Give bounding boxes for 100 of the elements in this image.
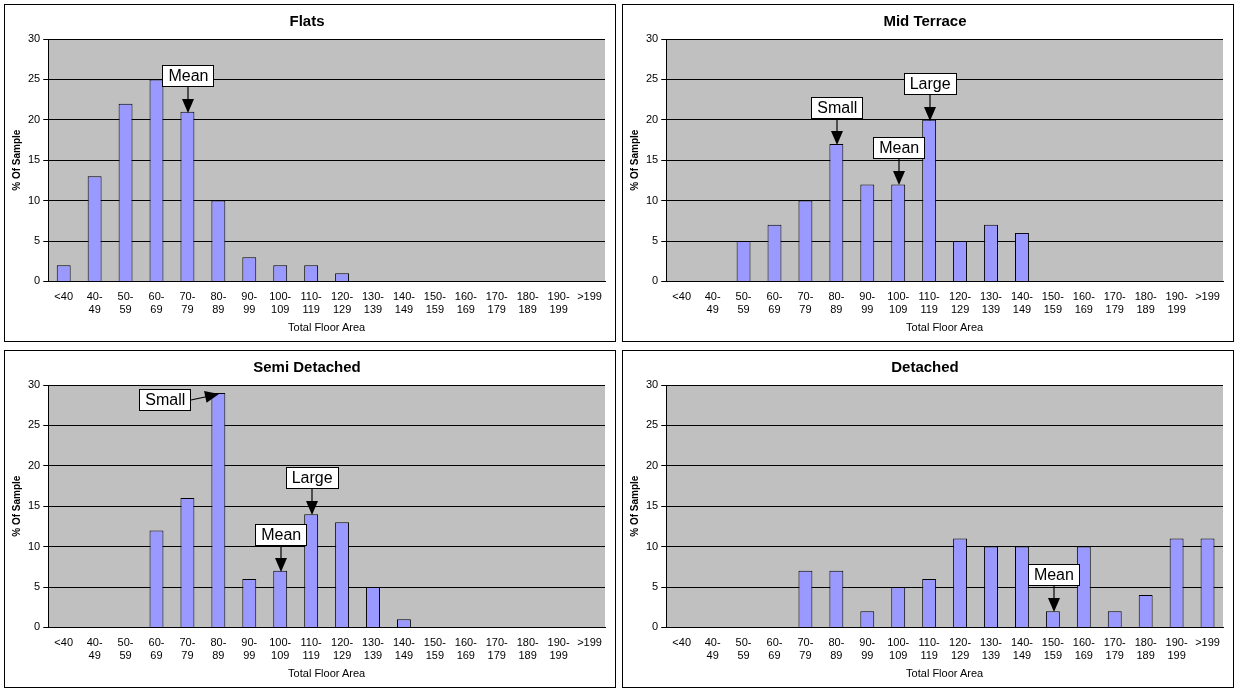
x-tick-label: 140-149 (1010, 636, 1034, 662)
y-tick-label: 25 (27, 72, 41, 85)
x-tick-label: 160-169 (454, 636, 478, 662)
y-tick-label: 30 (645, 32, 659, 45)
x-tick-label: 90-99 (241, 636, 258, 662)
x-tick-label: 110-119 (300, 290, 323, 316)
x-tick-label: <40 (672, 636, 692, 649)
y-tick-label: 30 (27, 32, 41, 45)
y-tick-label: 20 (27, 458, 41, 471)
x-tick-label: <40 (54, 290, 74, 303)
x-axis-title: Total Floor Area (906, 667, 985, 680)
x-tick-label: 160-169 (454, 290, 478, 316)
y-tick-label: 0 (652, 274, 659, 287)
y-tick-label: 25 (645, 72, 659, 85)
annotation: Small (811, 97, 864, 120)
y-axis-title: % Of Sample (10, 475, 22, 537)
x-tick-label: <40 (672, 290, 692, 303)
annotation: Mean (162, 64, 215, 87)
y-tick-label: 20 (645, 458, 659, 471)
x-axis-title: Total Floor Area (288, 321, 367, 334)
x-tick-label: 100-109 (887, 290, 910, 316)
x-tick-label: >199 (577, 636, 602, 649)
x-tick-label: 40-49 (86, 636, 103, 662)
y-tick-label: 30 (645, 378, 659, 391)
y-tick-label: 30 (27, 378, 41, 391)
x-tick-label: 120-129 (949, 290, 972, 316)
x-tick-label: 180-189 (1134, 290, 1158, 316)
x-tick-label: 90-99 (859, 290, 876, 316)
y-tick-label: 20 (645, 112, 659, 125)
y-tick-label: 15 (645, 499, 659, 512)
x-tick-label: 100-109 (269, 636, 292, 662)
x-tick-label: 50-59 (117, 290, 134, 316)
y-tick-label: 5 (652, 580, 659, 593)
y-tick-label: 5 (652, 234, 659, 247)
annotation: Mean (255, 523, 308, 546)
x-tick-label: 110-119 (918, 636, 941, 662)
chart-title: Detached (891, 358, 959, 376)
y-tick-label: 15 (27, 153, 41, 166)
x-tick-label: 170-179 (1103, 636, 1127, 662)
x-tick-label: 130-139 (362, 636, 385, 662)
y-tick-label: 15 (645, 153, 659, 166)
x-tick-label: 160-169 (1072, 290, 1096, 316)
y-axis-title: % Of Sample (628, 475, 640, 537)
x-tick-label: 150-159 (1041, 636, 1065, 662)
x-tick-label: 40-49 (704, 636, 721, 662)
y-tick-label: 10 (27, 193, 41, 206)
annotation: Large (903, 72, 957, 95)
x-tick-label: 190-199 (547, 290, 570, 316)
y-tick-label: 5 (34, 580, 41, 593)
y-tick-label: 10 (645, 539, 659, 552)
x-tick-label: 140-149 (1010, 290, 1034, 316)
chart-title: Semi Detached (253, 358, 361, 376)
x-tick-label: 80-89 (210, 636, 227, 662)
x-tick-label: 110-119 (918, 290, 941, 316)
y-tick-label: 10 (645, 193, 659, 206)
chart-title: Flats (289, 12, 325, 30)
y-tick-label: 5 (34, 234, 41, 247)
x-tick-label: 50-59 (735, 290, 752, 316)
x-tick-label: 120-129 (331, 290, 354, 316)
x-tick-label: 130-139 (980, 636, 1003, 662)
y-axis-title: % Of Sample (628, 129, 640, 191)
y-tick-label: 15 (27, 499, 41, 512)
x-tick-label: 170-179 (485, 290, 509, 316)
x-tick-label: 120-129 (949, 636, 972, 662)
x-tick-label: <40 (54, 636, 74, 649)
x-tick-label: 70-79 (797, 636, 814, 662)
x-tick-label: 170-179 (485, 636, 509, 662)
x-tick-label: 140-149 (392, 290, 416, 316)
x-tick-label: 160-169 (1072, 636, 1096, 662)
x-tick-label: 40-49 (704, 290, 721, 316)
y-tick-label: 0 (652, 620, 659, 633)
x-tick-label: 130-139 (362, 290, 385, 316)
x-tick-label: 180-189 (516, 290, 540, 316)
y-tick-label: 0 (34, 620, 41, 633)
x-tick-label: 190-199 (547, 636, 570, 662)
x-tick-label: 170-179 (1103, 290, 1127, 316)
x-tick-label: 180-189 (516, 636, 540, 662)
y-tick-label: 0 (34, 274, 41, 287)
y-tick-label: 25 (645, 418, 659, 431)
x-tick-label: 80-89 (828, 290, 845, 316)
x-tick-label: 40-49 (86, 290, 103, 316)
x-axis-title: Total Floor Area (906, 321, 985, 334)
x-tick-label: 150-159 (423, 290, 447, 316)
x-tick-label: 80-89 (828, 636, 845, 662)
x-tick-label: 70-79 (179, 636, 196, 662)
x-tick-label: 70-79 (797, 290, 814, 316)
x-tick-label: 70-79 (179, 290, 196, 316)
x-tick-label: 150-159 (423, 636, 447, 662)
x-tick-label: 60-69 (766, 636, 783, 662)
x-tick-label: 100-109 (887, 636, 910, 662)
x-tick-label: 90-99 (859, 636, 876, 662)
x-tick-label: 50-59 (117, 636, 134, 662)
x-tick-label: >199 (1195, 290, 1220, 303)
chart-title: Mid Terrace (883, 12, 967, 30)
x-tick-label: 60-69 (148, 636, 165, 662)
x-tick-label: 140-149 (392, 636, 416, 662)
x-tick-label: 60-69 (148, 290, 165, 316)
x-tick-label: 130-139 (980, 290, 1003, 316)
x-axis-title: Total Floor Area (288, 667, 367, 680)
y-tick-label: 25 (27, 418, 41, 431)
